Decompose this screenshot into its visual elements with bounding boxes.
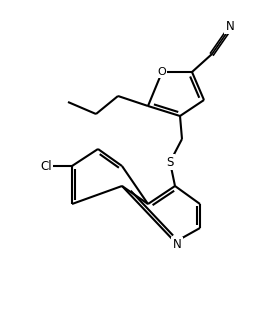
Text: N: N — [173, 238, 181, 251]
Text: S: S — [166, 156, 174, 168]
Text: Cl: Cl — [40, 159, 52, 172]
Text: N: N — [226, 19, 234, 32]
Text: O: O — [158, 67, 166, 77]
